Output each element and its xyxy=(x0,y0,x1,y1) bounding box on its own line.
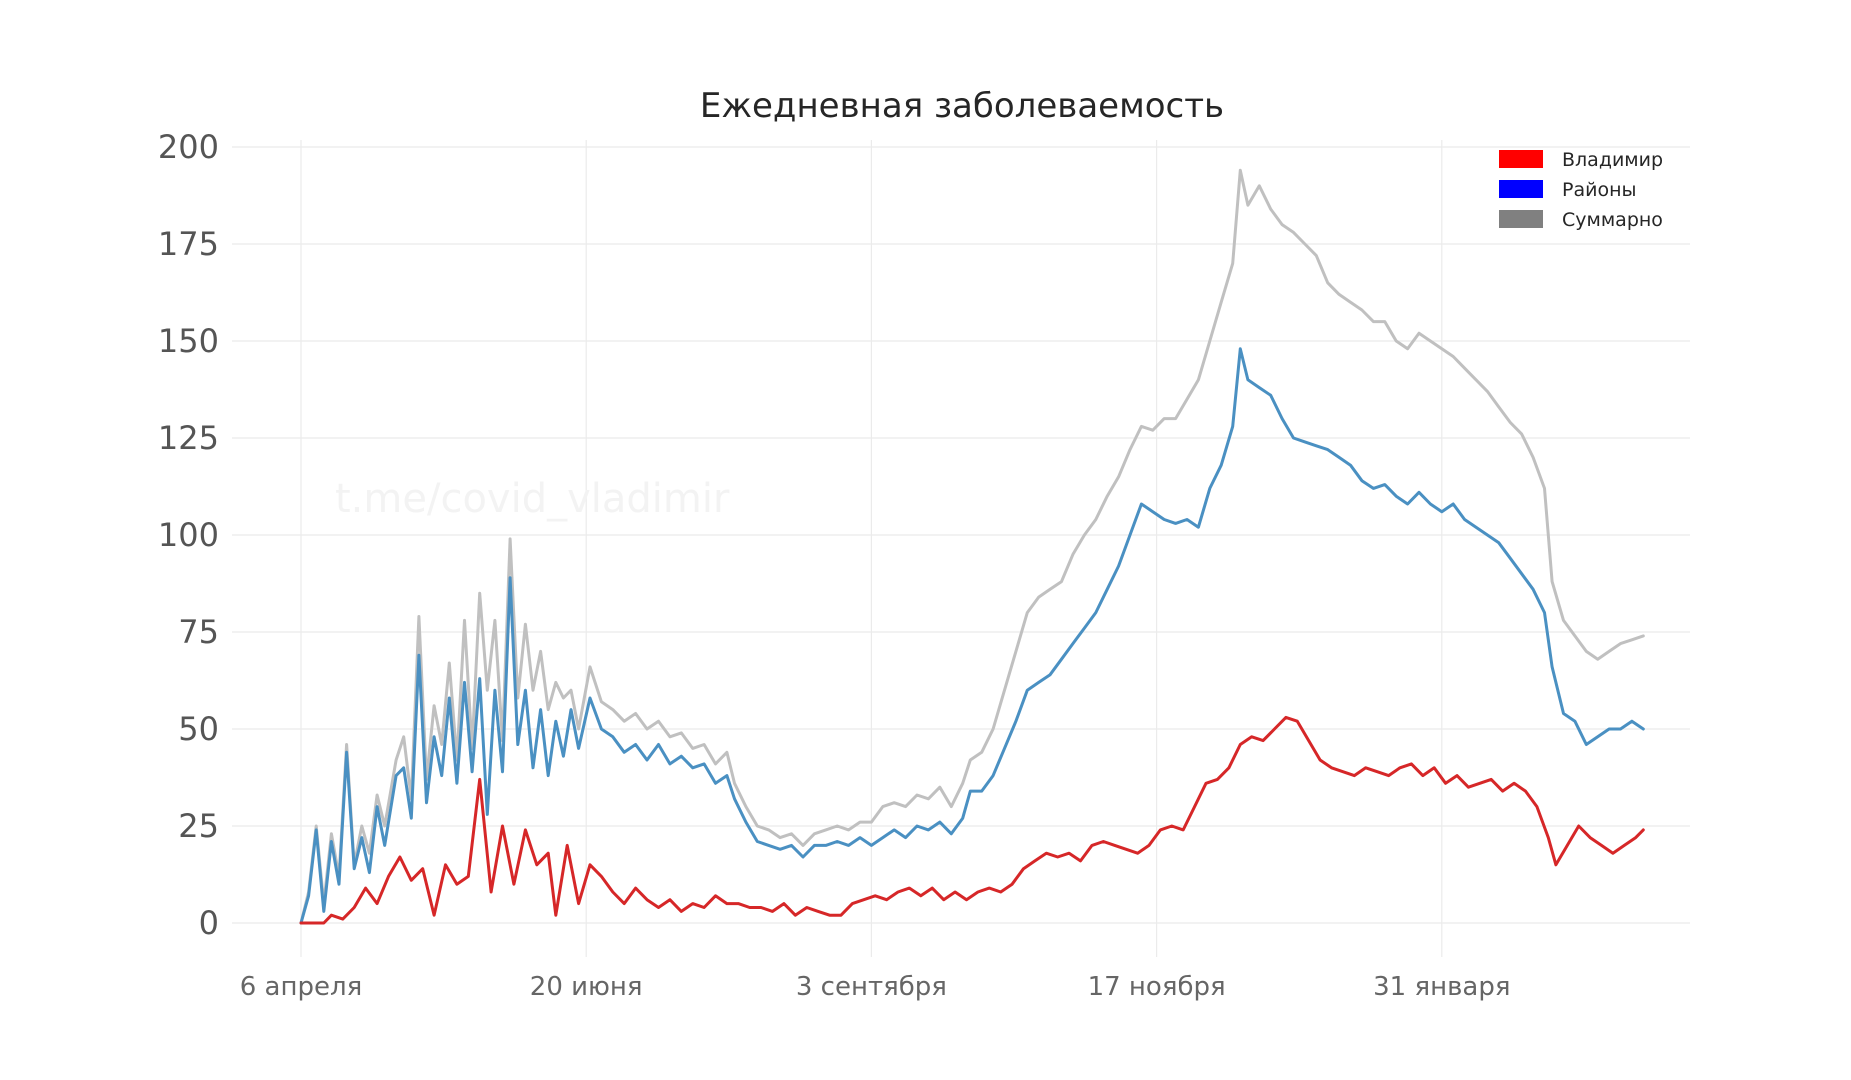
y-tick-label: 200 xyxy=(158,128,219,166)
x-tick-label: 20 июня xyxy=(530,972,643,1002)
x-axis: 6 апреля 20 июня 3 сентября 17 ноября 31 янв… xyxy=(240,972,1511,1002)
y-tick-label: 100 xyxy=(158,516,219,554)
y-tick-label: 0 xyxy=(199,904,219,942)
y-tick-label: 25 xyxy=(178,807,219,845)
y-axis: 0 25 50 75 100 125 150 175 200 xyxy=(158,128,219,942)
x-tick-label: 6 апреля xyxy=(240,972,363,1002)
y-tick-label: 75 xyxy=(178,613,219,651)
legend-swatch-vladimir xyxy=(1499,150,1543,168)
legend: Владимир Районы Суммарно xyxy=(1499,149,1663,231)
series-line-vladimir xyxy=(299,715,1645,925)
series-line-total xyxy=(299,168,1645,925)
x-tick-label: 31 января xyxy=(1373,972,1510,1002)
y-tick-label: 50 xyxy=(178,710,219,748)
y-tick-label: 175 xyxy=(158,225,219,263)
x-tick-label: 3 сентября xyxy=(796,972,947,1002)
series-line-districts xyxy=(299,347,1645,925)
x-tick-label: 17 ноября xyxy=(1088,972,1226,1002)
series-lines xyxy=(299,168,1645,925)
y-tick-label: 150 xyxy=(158,322,219,360)
legend-label-districts: Районы xyxy=(1562,179,1637,201)
chart-title: Ежедневная заболеваемость xyxy=(700,86,1224,126)
legend-swatch-districts xyxy=(1499,180,1543,198)
legend-label-vladimir: Владимир xyxy=(1562,149,1663,171)
watermark: t.me/covid_vladimir xyxy=(335,476,730,522)
legend-swatch-total xyxy=(1499,210,1543,228)
y-tick-label: 125 xyxy=(158,419,219,457)
legend-label-total: Суммарно xyxy=(1562,209,1663,231)
